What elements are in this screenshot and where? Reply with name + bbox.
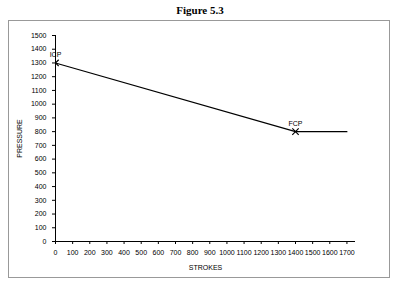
svg-text:700: 700 [35,142,47,149]
svg-text:1100: 1100 [31,87,46,94]
svg-text:1200: 1200 [31,73,47,80]
svg-text:200: 200 [35,210,47,217]
svg-text:1300: 1300 [31,59,47,66]
svg-text:1000: 1000 [219,249,235,256]
svg-text:500: 500 [35,169,47,176]
svg-text:STROKES: STROKES [189,264,223,271]
svg-text:1500: 1500 [31,32,47,39]
svg-text:900: 900 [204,249,216,256]
svg-text:100: 100 [67,249,79,256]
svg-text:1000: 1000 [31,100,47,107]
svg-text:700: 700 [170,249,182,256]
svg-text:100: 100 [35,224,47,231]
svg-text:800: 800 [35,128,47,135]
svg-text:200: 200 [84,249,96,256]
svg-text:600: 600 [35,155,47,162]
svg-text:1400: 1400 [288,249,304,256]
svg-text:1200: 1200 [253,249,269,256]
svg-text:1700: 1700 [339,249,355,256]
svg-text:0: 0 [43,238,47,245]
svg-text:ICP: ICP [50,51,62,58]
svg-text:1500: 1500 [305,249,321,256]
svg-text:400: 400 [35,183,47,190]
svg-text:500: 500 [135,249,147,256]
svg-text:1400: 1400 [31,45,47,52]
svg-text:FCP: FCP [289,120,303,127]
svg-text:300: 300 [35,197,47,204]
svg-text:0: 0 [54,249,58,256]
svg-text:300: 300 [101,249,113,256]
svg-text:600: 600 [153,249,165,256]
svg-text:900: 900 [35,114,47,121]
svg-text:800: 800 [187,249,199,256]
svg-text:1600: 1600 [322,249,338,256]
svg-text:1100: 1100 [237,249,252,256]
svg-text:400: 400 [118,249,130,256]
svg-text:1300: 1300 [271,249,287,256]
svg-text:PRESSURE: PRESSURE [16,119,23,158]
html-text:Figure 5.3: Figure 5.3 [176,4,224,16]
